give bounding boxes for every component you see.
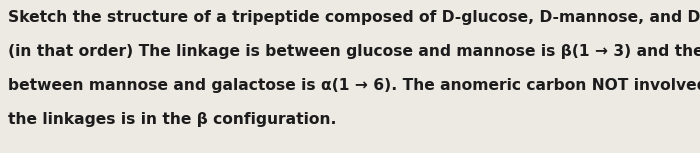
Text: (in that order) The linkage is between glucose and mannose is β(1 → 3) and the l: (in that order) The linkage is between g…: [8, 44, 700, 59]
Text: between mannose and galactose is α(1 → 6). The anomeric carbon NOT involved in a: between mannose and galactose is α(1 → 6…: [8, 78, 700, 93]
Text: the linkages is in the β configuration.: the linkages is in the β configuration.: [8, 112, 337, 127]
Text: Sketch the structure of a tripeptide composed of D-glucose, D-mannose, and D-gal: Sketch the structure of a tripeptide com…: [8, 10, 700, 25]
